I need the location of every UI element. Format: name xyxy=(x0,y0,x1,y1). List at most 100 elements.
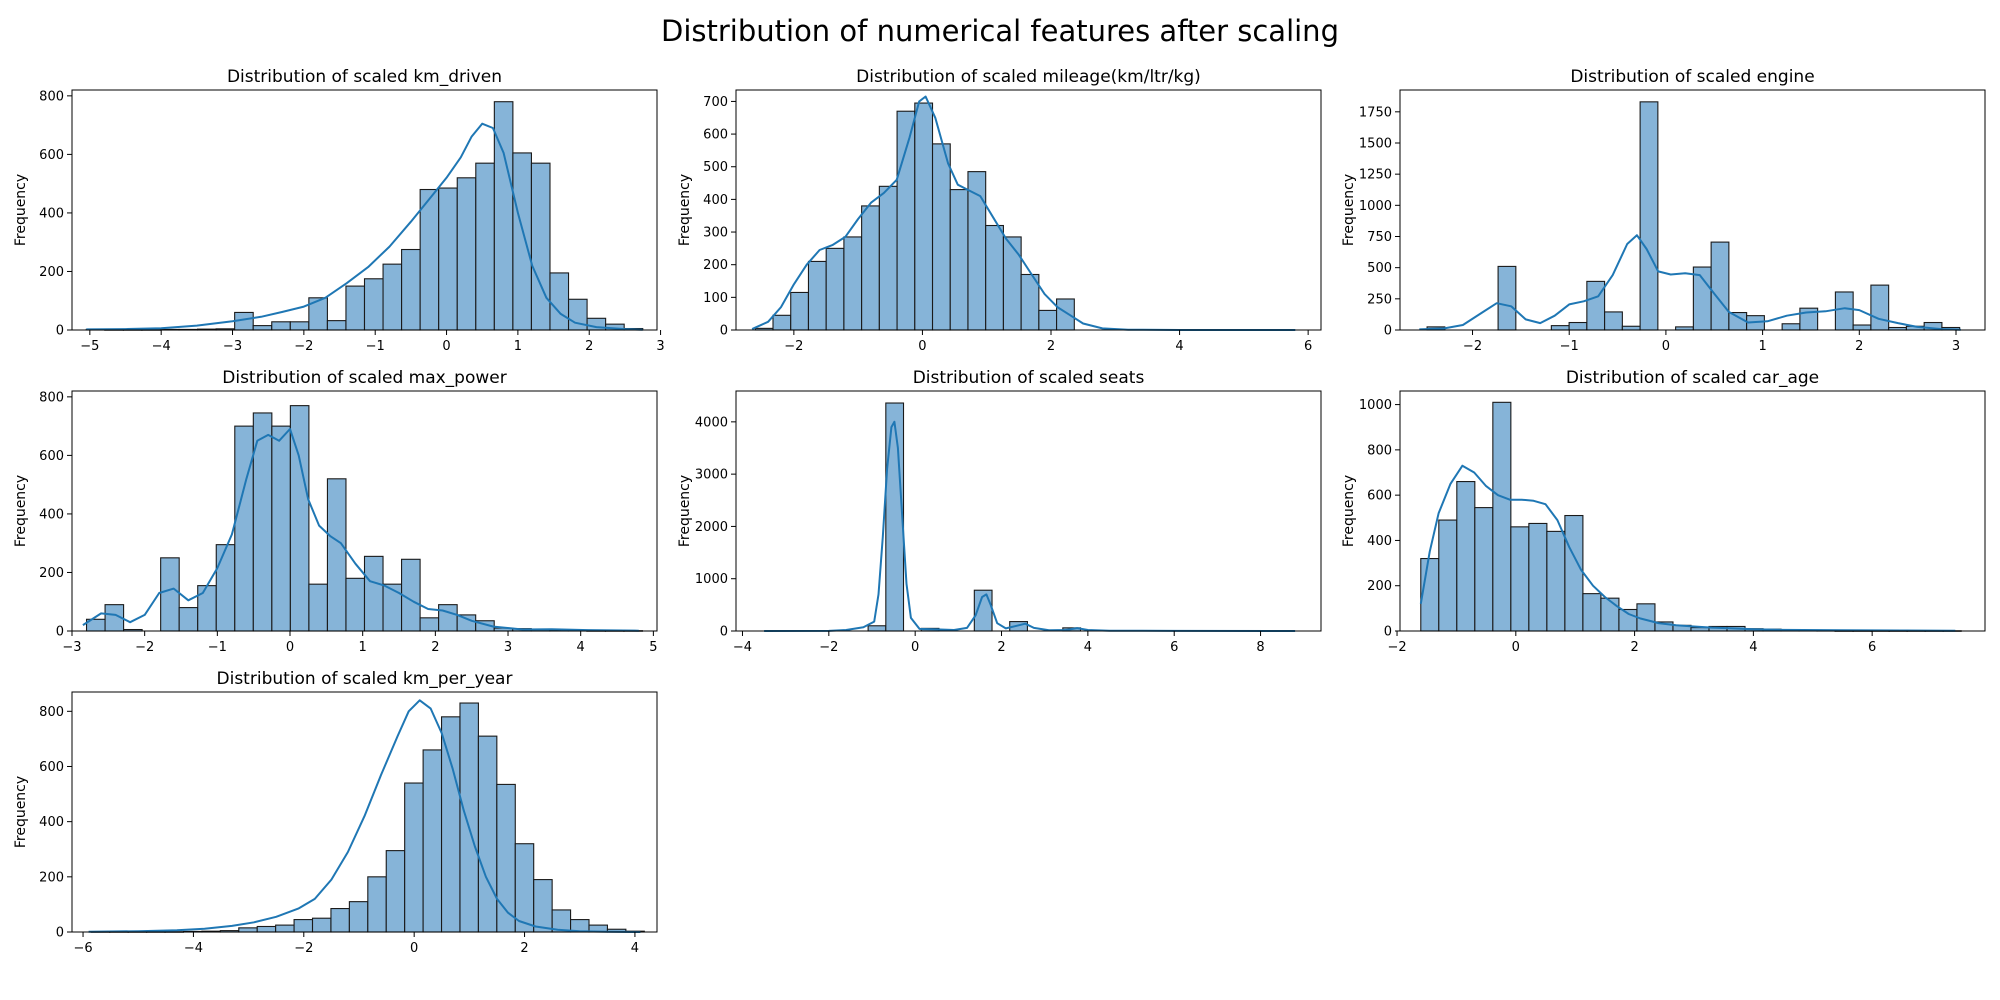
x-tick-label: 3 xyxy=(656,339,664,354)
histogram-bar xyxy=(533,879,553,933)
histogram-bar xyxy=(345,285,366,331)
histogram-bar xyxy=(401,248,421,331)
histogram-bar xyxy=(252,325,273,331)
histogram-bar xyxy=(896,110,916,331)
histogram-bar xyxy=(825,247,845,331)
kde-line xyxy=(764,420,1296,632)
histogram-panel-2: Distribution of scaled mileage(km/ltr/kg… xyxy=(677,67,1322,354)
x-tick-label: −4 xyxy=(733,640,752,655)
y-tick-label: 800 xyxy=(1367,443,1392,458)
y-tick-label: 200 xyxy=(1367,579,1392,594)
y-tick-label: 200 xyxy=(39,265,64,280)
x-tick-label: −6 xyxy=(73,941,92,956)
panel-title: Distribution of scaled engine xyxy=(1570,67,1814,87)
histogram-bar xyxy=(843,236,863,331)
histogram-bar xyxy=(238,927,258,933)
x-tick-label: −4 xyxy=(152,339,171,354)
x-tick-label: 0 xyxy=(918,339,926,354)
x-tick-label: 4 xyxy=(1084,640,1092,655)
histogram-bar xyxy=(914,102,934,331)
bars-group xyxy=(1426,101,1961,331)
axes-frame xyxy=(735,89,1322,331)
bars-group xyxy=(754,102,1288,331)
y-tick-label: 200 xyxy=(39,870,64,885)
x-tick-label: 2 xyxy=(585,339,593,354)
y-tick-label: 800 xyxy=(39,89,64,104)
histogram-bar xyxy=(878,185,898,331)
histogram-bar xyxy=(419,617,440,632)
histogram-bar xyxy=(1834,291,1854,331)
y-tick-label: 400 xyxy=(39,206,64,221)
x-tick-label: −2 xyxy=(819,640,838,655)
histogram-bar xyxy=(326,320,347,331)
x-tick-label: −4 xyxy=(184,941,203,956)
x-tick-label: 0 xyxy=(1512,640,1520,655)
x-tick-label: −1 xyxy=(366,339,385,354)
histogram-bar xyxy=(1492,401,1512,632)
histogram-bar xyxy=(382,263,403,331)
histogram-bar xyxy=(807,260,827,331)
histogram-bar xyxy=(330,908,350,933)
x-tick-label: 6 xyxy=(1304,339,1312,354)
histogram-panel-7: Distribution of scaled km_per_year Freque… xyxy=(13,669,658,956)
histogram-bar xyxy=(477,735,498,933)
y-tick-label: 200 xyxy=(703,258,728,273)
histogram-bar xyxy=(308,583,328,632)
x-tick-label: 0 xyxy=(442,339,450,354)
y-tick-label: 4000 xyxy=(695,415,728,430)
histogram-bar xyxy=(382,583,403,632)
x-tick-label: 0 xyxy=(286,640,294,655)
x-tick-label: −2 xyxy=(1463,339,1482,354)
y-tick-label: 800 xyxy=(39,705,64,720)
x-tick-label: 1 xyxy=(1758,339,1766,354)
histogram-bar xyxy=(1781,323,1801,331)
histogram-panel-3: Distribution of scaled engine Frequency −2… xyxy=(1341,67,1986,354)
y-tick-label: 0 xyxy=(720,625,728,640)
x-tick-label: −2 xyxy=(294,339,313,354)
histogram-bar xyxy=(160,557,180,632)
histogram-bar xyxy=(1582,593,1602,632)
histogram-bar xyxy=(867,625,887,632)
figure-suptitle: Distribution of numerical features after… xyxy=(661,14,1339,48)
histogram-bar xyxy=(885,402,905,632)
y-axis-label: Frequency xyxy=(677,475,693,547)
histogram-bar xyxy=(514,843,535,933)
histogram-panel-1: Distribution of scaled km_driven Frequenc… xyxy=(13,67,665,354)
histogram-bar xyxy=(1474,507,1494,632)
y-axis-label: Frequency xyxy=(13,475,29,547)
histogram-bar xyxy=(1586,280,1606,331)
panel-title: Distribution of scaled mileage(km/ltr/kg… xyxy=(856,67,1201,87)
y-tick-label: 200 xyxy=(39,566,64,581)
axes-frame xyxy=(71,691,658,933)
x-tick-label: −1 xyxy=(1560,339,1579,354)
histogram-bar xyxy=(931,143,951,331)
x-tick-label: 1 xyxy=(359,640,367,655)
y-tick-label: 250 xyxy=(1367,292,1392,307)
x-tick-label: −1 xyxy=(208,640,227,655)
histogram-bar xyxy=(345,577,366,632)
histogram-bar xyxy=(438,604,458,632)
histogram-bar xyxy=(1550,325,1570,331)
histogram-bar xyxy=(1600,597,1620,632)
histogram-bar xyxy=(404,782,424,933)
y-tick-label: 400 xyxy=(1367,534,1392,549)
x-tick-label: 1 xyxy=(514,339,522,354)
histogram-bar xyxy=(1528,522,1548,632)
histogram-bar xyxy=(1456,481,1476,632)
x-tick-label: 2 xyxy=(1630,640,1638,655)
x-tick-label: 4 xyxy=(1175,339,1183,354)
y-tick-label: 600 xyxy=(39,760,64,775)
y-tick-label: 600 xyxy=(703,128,728,143)
kde-line xyxy=(1419,234,1961,331)
axes-frame xyxy=(735,390,1322,632)
y-tick-label: 1250 xyxy=(1359,168,1392,183)
y-tick-label: 0 xyxy=(56,625,64,640)
histogram-bar xyxy=(985,224,1004,331)
y-tick-label: 300 xyxy=(703,226,728,241)
y-axis-label: Frequency xyxy=(13,776,29,848)
x-tick-label: 0 xyxy=(911,640,919,655)
y-tick-label: 2000 xyxy=(695,520,728,535)
histogram-bar xyxy=(1564,514,1584,632)
histogram-bar xyxy=(363,278,384,331)
